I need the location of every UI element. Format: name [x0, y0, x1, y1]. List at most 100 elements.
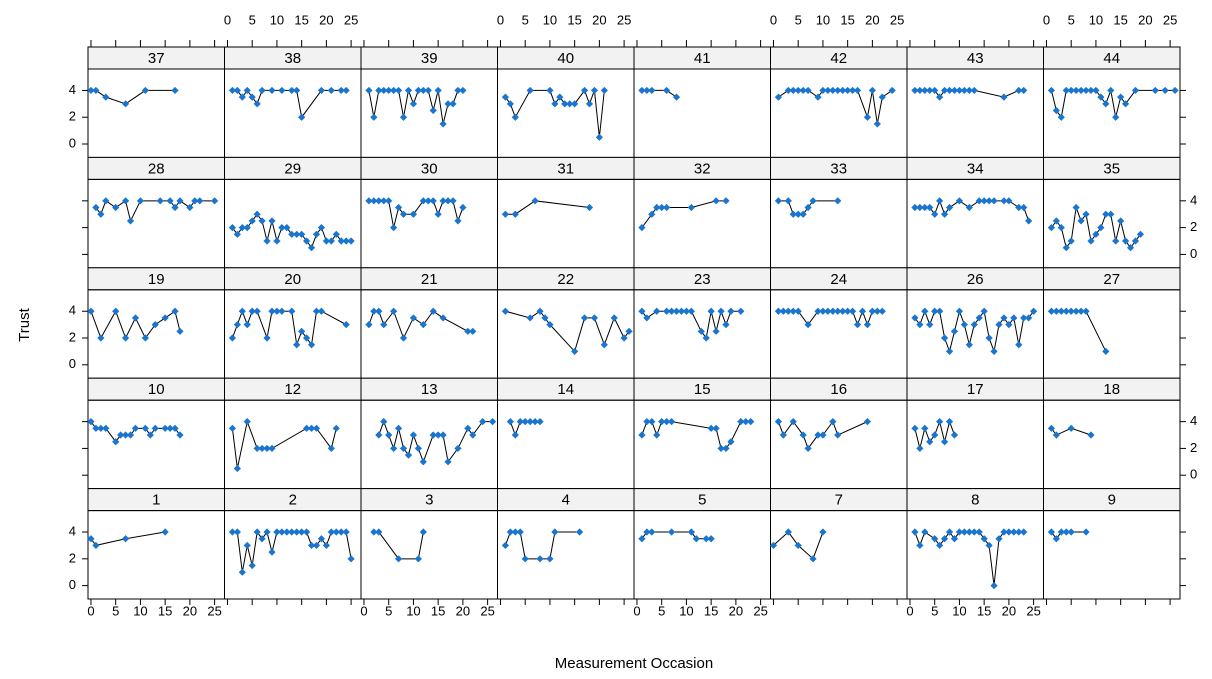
point: [176, 197, 184, 205]
point: [1015, 528, 1023, 536]
point: [965, 203, 973, 212]
point: [228, 528, 237, 536]
point: [774, 197, 783, 205]
x-tick-label: 25: [344, 12, 358, 27]
point: [1067, 528, 1075, 536]
point: [1057, 113, 1065, 121]
point: [911, 424, 919, 432]
point: [824, 86, 832, 95]
point: [868, 307, 876, 315]
point: [263, 444, 271, 453]
point: [307, 244, 316, 252]
panel-box: [224, 68, 362, 158]
point: [921, 528, 929, 536]
x-tick-label: 10: [133, 603, 147, 618]
point: [449, 100, 457, 108]
panel-box: [1043, 399, 1181, 490]
point: [1000, 314, 1008, 322]
point: [687, 528, 695, 536]
point: [464, 424, 472, 432]
x-tick-label: 15: [704, 603, 718, 618]
point: [238, 224, 246, 232]
point: [551, 528, 559, 536]
point: [243, 321, 251, 329]
point: [911, 86, 919, 95]
point: [141, 86, 149, 95]
panel-box: [360, 178, 498, 269]
strip-label: 19: [148, 271, 165, 288]
x-tick-label: 0: [1043, 12, 1050, 27]
point: [648, 418, 656, 426]
point: [965, 341, 973, 349]
point: [307, 541, 316, 550]
point: [950, 535, 959, 543]
point: [385, 431, 393, 439]
point: [784, 197, 792, 205]
point: [263, 237, 271, 245]
x-axis-label: Measurement Occasion: [555, 655, 713, 672]
point: [399, 210, 408, 218]
point: [712, 197, 720, 205]
point: [228, 224, 237, 232]
point: [288, 86, 296, 95]
point: [1072, 86, 1080, 95]
point: [1030, 307, 1038, 315]
point: [839, 307, 847, 315]
point: [459, 203, 467, 212]
strip-label: 7: [835, 492, 843, 509]
panel-box: [224, 178, 362, 269]
point: [332, 528, 340, 536]
point: [1102, 347, 1110, 356]
point: [625, 327, 633, 335]
point: [288, 528, 296, 536]
point: [526, 86, 534, 95]
point: [488, 418, 497, 426]
point: [233, 464, 241, 473]
point: [521, 555, 529, 563]
point: [546, 321, 554, 329]
point: [1057, 224, 1065, 232]
point: [931, 86, 939, 95]
panel-box: [87, 178, 225, 269]
point: [1025, 217, 1033, 225]
point: [253, 528, 261, 536]
x-tick-label: 5: [112, 603, 119, 618]
strip-label: 24: [830, 271, 847, 288]
point: [737, 307, 745, 315]
point: [243, 418, 251, 426]
point: [980, 535, 988, 543]
point: [789, 86, 797, 95]
point: [667, 307, 676, 315]
point: [521, 418, 529, 426]
y-tick-label: 2: [69, 109, 76, 124]
point: [819, 86, 827, 95]
point: [829, 86, 837, 95]
point: [916, 86, 924, 95]
x-tick-label: 15: [977, 603, 991, 618]
point: [414, 444, 422, 453]
point: [238, 307, 246, 315]
x-tick-label: 20: [456, 603, 470, 618]
point: [921, 86, 929, 95]
point: [302, 424, 311, 432]
point: [1057, 528, 1065, 536]
point: [804, 444, 812, 453]
point: [380, 418, 388, 426]
x-tick-label: 20: [729, 603, 743, 618]
point: [278, 224, 286, 232]
strip-label: 39: [421, 50, 438, 67]
point: [253, 100, 261, 108]
point: [1077, 86, 1085, 95]
point: [774, 418, 783, 426]
panel-box: [360, 510, 498, 600]
point: [424, 86, 432, 95]
point: [283, 224, 291, 232]
point: [117, 431, 125, 439]
point: [1052, 217, 1060, 225]
point: [1005, 197, 1013, 205]
point: [1161, 86, 1169, 95]
point: [1015, 341, 1023, 349]
point: [638, 224, 646, 232]
point: [307, 424, 316, 432]
point: [419, 321, 427, 329]
